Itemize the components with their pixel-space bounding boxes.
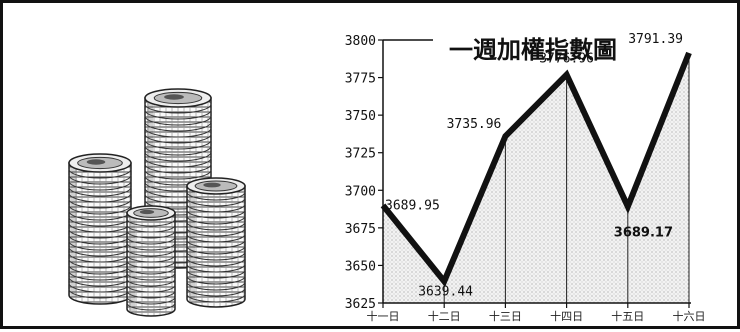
x-tick-label: 十一日 [367, 309, 400, 323]
x-tick-label: 十六日 [673, 309, 706, 323]
data-label: 3791.39 [628, 32, 683, 47]
y-tick-label: 3775 [345, 72, 376, 87]
x-tick-label: 十三日 [489, 309, 522, 323]
x-tick-label: 十五日 [611, 309, 644, 323]
figure-canvas: 36253650367537003725375037753800 十一日 十二日十… [68, 32, 706, 323]
y-tick-label: 3675 [345, 222, 376, 237]
x-tick-label: 十四日 [550, 309, 583, 323]
y-ticks: 3625 3650 3675 3700 3725 3750 3775 3800 [345, 34, 383, 312]
data-labels: 3689.95 3639.44 3735.96 3776.96 3689.17 3791.… [385, 32, 683, 299]
y-tick-label: 3750 [345, 109, 376, 124]
series-area [383, 52, 689, 303]
y-tick-label: 3800 [345, 34, 376, 49]
y-tick-label: 3700 [345, 184, 376, 199]
data-label: 3776.96 [539, 52, 594, 67]
data-label: 3689.17 [614, 226, 673, 241]
series-line [380, 51, 692, 288]
data-label: 3639.44 [418, 284, 473, 299]
coin-stacks-icon [68, 88, 246, 317]
x-tick-label: 十二日 [428, 309, 461, 323]
drop-lines [443, 52, 690, 303]
coin-stack [186, 177, 246, 308]
data-label: 3689.95 [385, 198, 440, 213]
y-tick-label: 3725 [345, 147, 376, 162]
y-tick-label: 3625 [345, 297, 376, 312]
coin-stack [68, 153, 132, 305]
line-chart: 36253650367537003725375037753800 十一日 十二日十… [345, 32, 706, 323]
data-label: 3735.96 [447, 117, 502, 132]
chart-title: 一週加權指數圖 [449, 36, 617, 64]
y-tick-label: 3650 [345, 259, 376, 274]
x-ticks: 十一日 十二日 十三日 十四日 十五日 十六日 [367, 303, 706, 323]
coin-stack [126, 205, 176, 317]
